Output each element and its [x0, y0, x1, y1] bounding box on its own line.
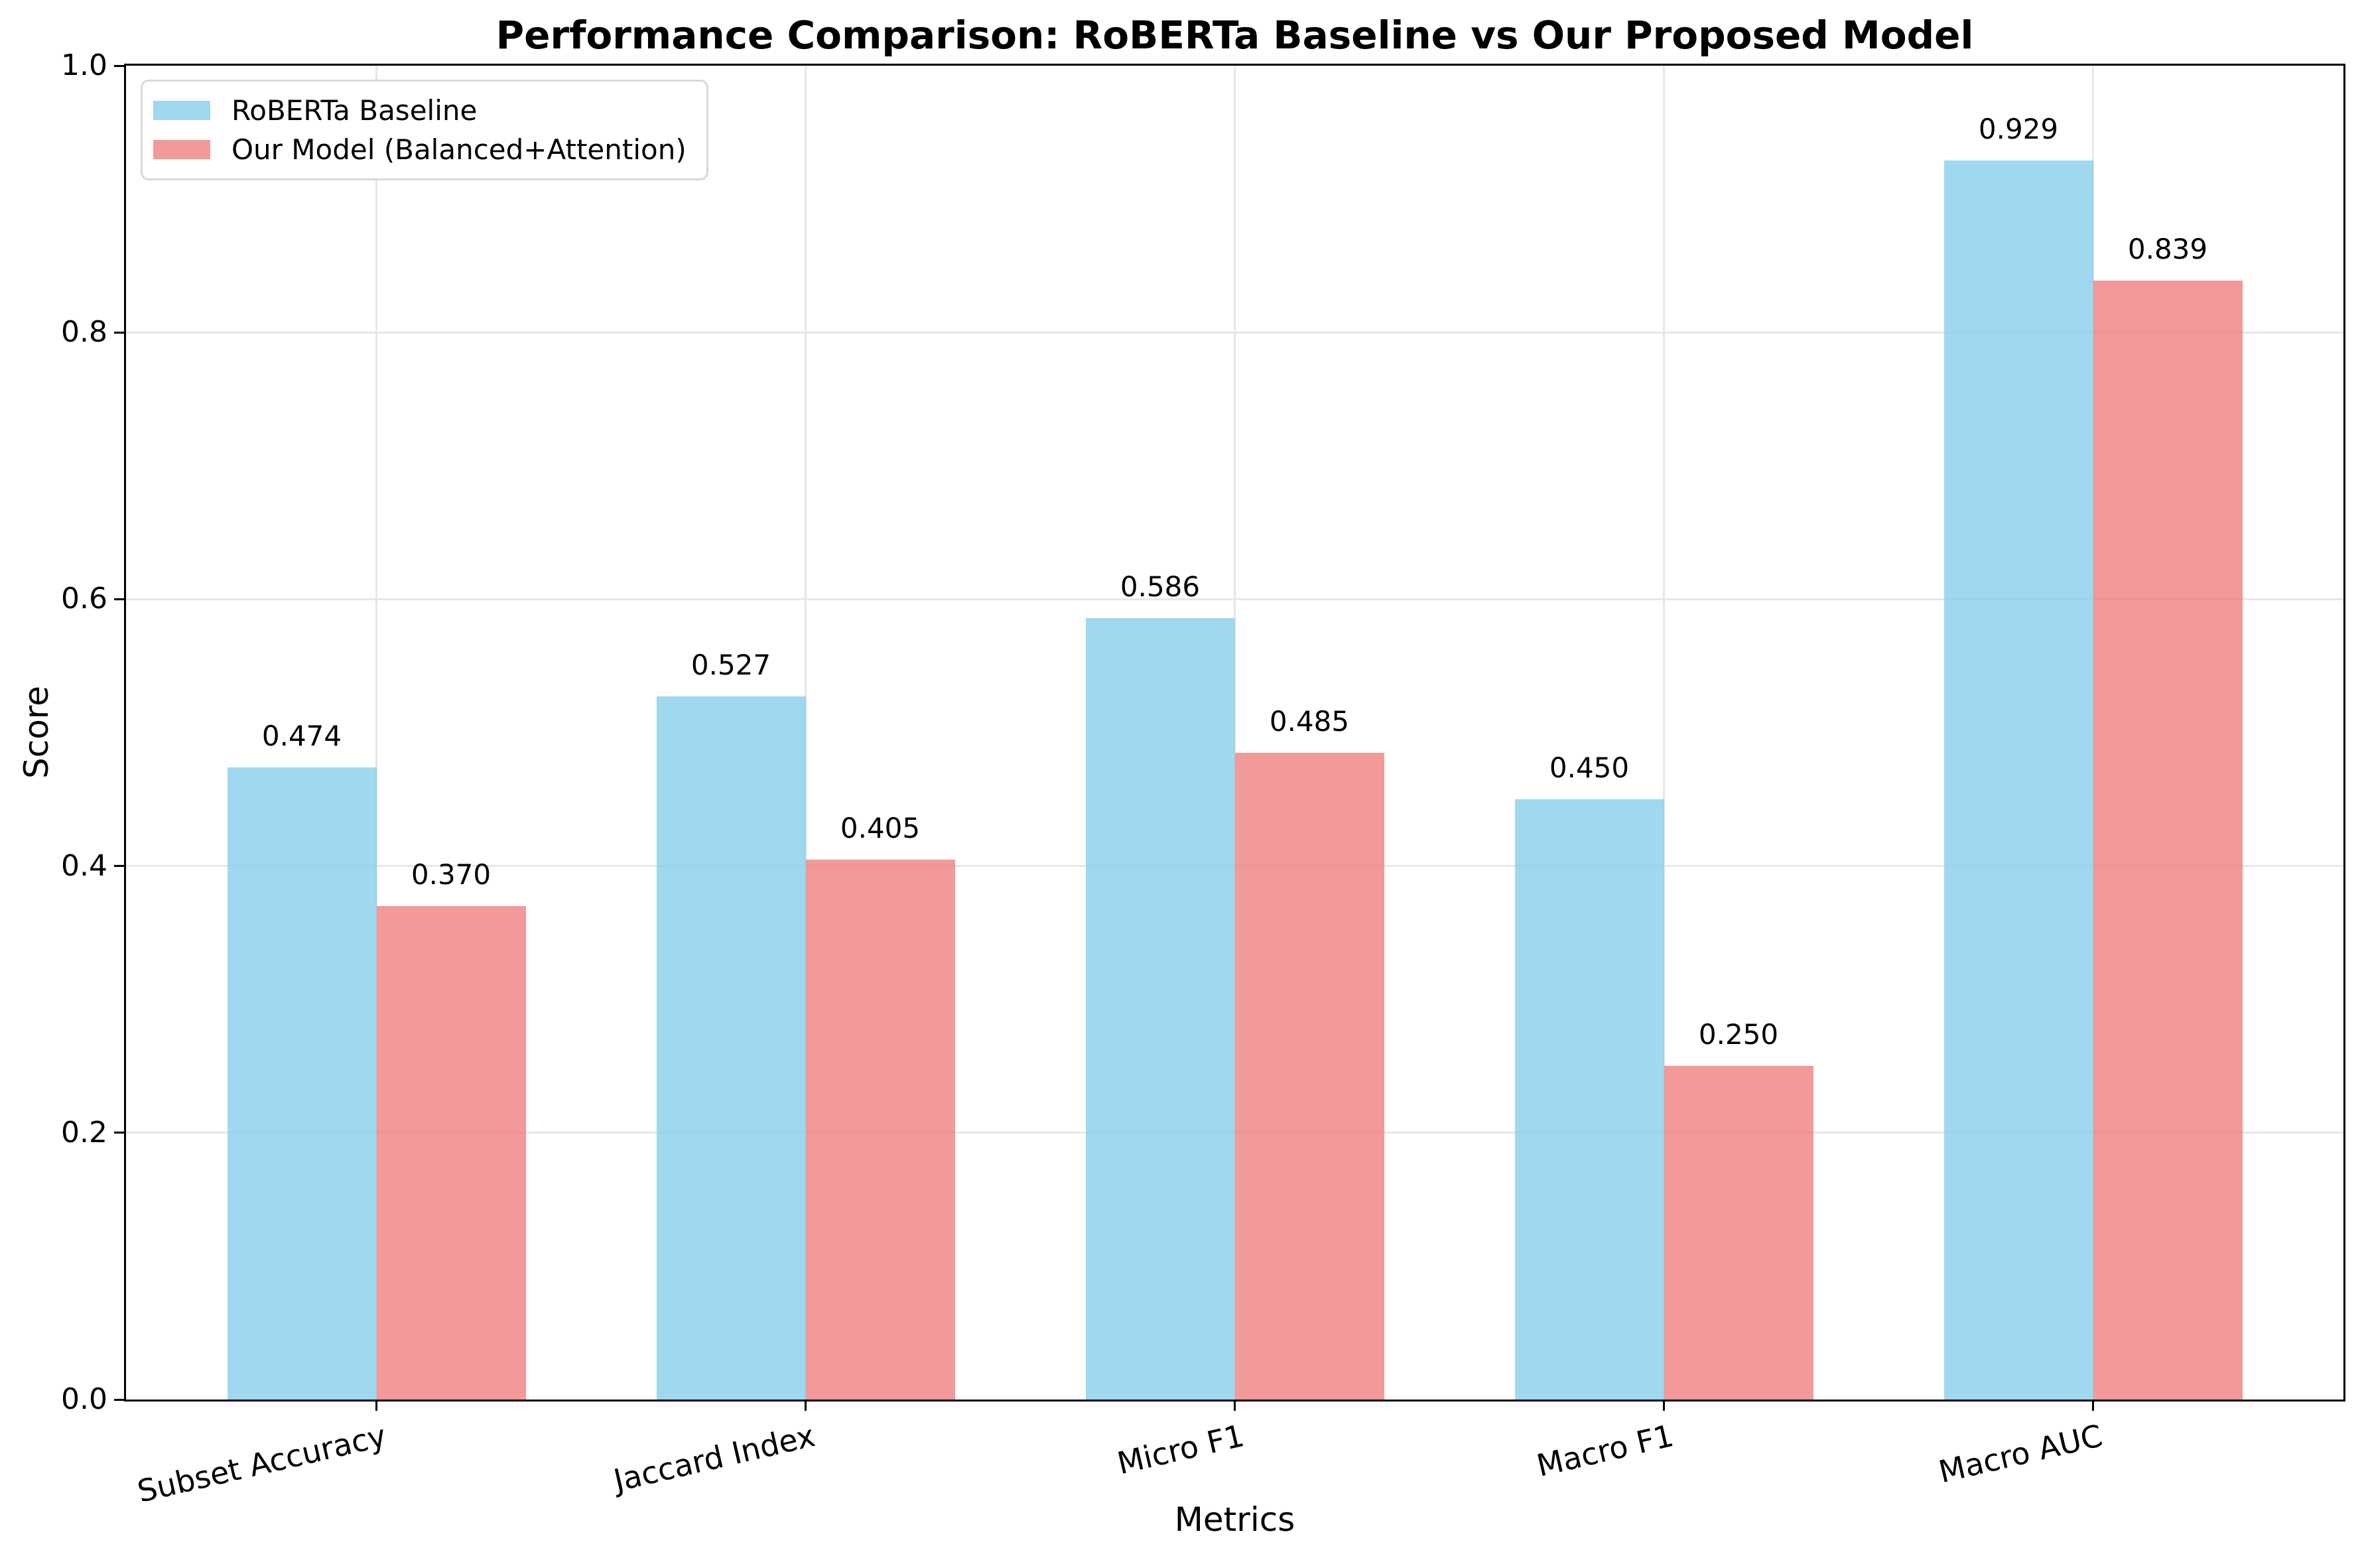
bar	[656, 696, 806, 1400]
chart-title: Performance Comparison: RoBERTa Baseline…	[495, 13, 1974, 58]
legend-color-swatch	[153, 140, 210, 159]
y-tick-mark	[114, 331, 124, 334]
x-tick-label: Subset Accuracy	[134, 1417, 389, 1510]
vertical-gridline	[805, 66, 807, 1400]
y-tick-label: 0.2	[61, 1115, 107, 1149]
bar	[1085, 618, 1235, 1400]
x-axis-label: Metrics	[1174, 1500, 1295, 1539]
legend-item-label: Our Model (Balanced+Attention)	[231, 133, 687, 166]
x-tick-label: Macro AUC	[1936, 1417, 2106, 1490]
y-tick-mark	[114, 1398, 124, 1401]
x-tick-mark	[2092, 1401, 2094, 1411]
bar-value-label: 0.405	[840, 811, 921, 844]
y-tick-mark	[114, 865, 124, 868]
vertical-gridline	[375, 66, 377, 1400]
bar-value-label: 0.586	[1120, 570, 1201, 603]
bar-value-label: 0.450	[1549, 751, 1630, 785]
y-tick-label: 0.0	[61, 1382, 107, 1416]
legend-item-label: RoBERTa Baseline	[231, 94, 478, 127]
x-tick-label: Micro F1	[1114, 1417, 1248, 1482]
bar	[1664, 1066, 1813, 1400]
bar	[1514, 799, 1664, 1400]
bar	[805, 859, 955, 1400]
x-tick-mark	[805, 1401, 807, 1411]
y-tick-label: 0.8	[61, 315, 107, 350]
y-tick-label: 0.4	[61, 848, 107, 883]
bar-value-label: 0.474	[261, 719, 342, 752]
x-tick-label: Jaccard Index	[610, 1417, 819, 1499]
bar	[376, 905, 526, 1400]
bar	[2093, 280, 2243, 1400]
x-tick-mark	[375, 1401, 377, 1411]
y-tick-mark	[114, 598, 124, 600]
bar-value-label: 0.839	[2127, 232, 2208, 265]
legend-color-swatch	[153, 101, 210, 120]
bar-value-label: 0.485	[1269, 704, 1350, 738]
legend-item: RoBERTa Baseline	[153, 92, 687, 129]
vertical-gridline	[1663, 66, 1665, 1400]
y-axis-label: Score	[17, 685, 56, 779]
x-tick-mark	[1663, 1401, 1665, 1411]
x-tick-mark	[1234, 1401, 1236, 1411]
x-tick-label: Macro F1	[1533, 1417, 1677, 1484]
legend-items: RoBERTa Baseline Our Model (Balanced+Atte…	[153, 92, 687, 168]
bar	[1943, 160, 2093, 1400]
y-tick-mark	[114, 64, 124, 67]
y-tick-label: 0.6	[61, 582, 107, 616]
legend-item: Our Model (Balanced+Attention)	[153, 131, 687, 168]
y-tick-label: 1.0	[61, 48, 107, 82]
plot-area: 0.474 0.527 0.586 0.450 0.929 0.370 0.405 0.485…	[124, 64, 2345, 1402]
bar	[227, 767, 377, 1400]
bar-value-label: 0.527	[690, 649, 771, 682]
bar-value-label: 0.370	[411, 858, 492, 891]
bar	[1234, 752, 1384, 1400]
vertical-gridline	[1234, 66, 1236, 1400]
legend: RoBERTa Baseline Our Model (Balanced+Atte…	[141, 80, 708, 180]
bar-value-label: 0.929	[1978, 112, 2059, 145]
bar-value-label: 0.250	[1698, 1018, 1779, 1051]
y-tick-mark	[114, 1132, 124, 1134]
